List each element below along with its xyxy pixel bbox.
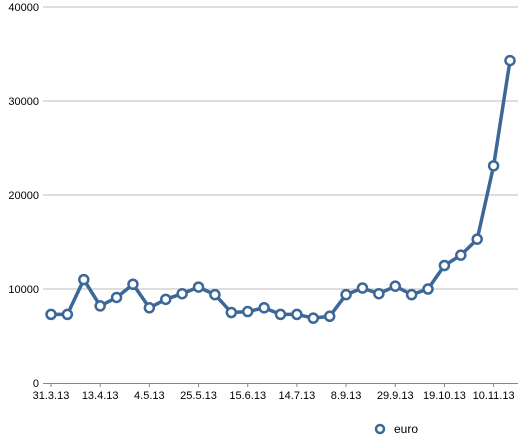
legend-marker-euro [376,425,384,433]
data-point [342,290,351,299]
data-point [96,301,105,310]
x-tick-label: 14.7.13 [279,390,316,402]
data-point [456,251,465,260]
data-point [309,314,318,323]
data-point [440,261,449,270]
data-point [292,310,301,319]
y-tick-label: 40000 [8,2,39,14]
y-axis-tick-labels: 0 10000 20000 30000 40000 [8,2,39,390]
data-point [227,308,236,317]
x-tick-label: 8.9.13 [331,390,362,402]
data-point [424,285,433,294]
data-point [210,290,219,299]
data-point [325,312,334,321]
data-point [374,289,383,298]
data-point [194,283,203,292]
data-point [79,275,88,284]
data-point [391,282,400,291]
x-tick-label: 31.3.13 [33,390,70,402]
data-point [178,289,187,298]
y-tick-label: 0 [33,378,39,390]
data-point [112,293,121,302]
data-point [145,303,154,312]
x-tick-label: 4.5.13 [134,390,165,402]
data-point [276,310,285,319]
y-tick-label: 10000 [8,284,39,296]
data-point [506,56,515,65]
data-point [260,303,269,312]
series-line-euro [51,61,510,319]
data-point [161,295,170,304]
x-tick-label: 25.5.13 [180,390,217,402]
x-tick-label: 10.11.13 [473,390,515,402]
y-tick-label: 20000 [8,190,39,202]
legend: euro [372,422,418,436]
data-point [489,161,498,170]
x-tick-label: 19.10.13 [423,390,466,402]
data-point [128,280,137,289]
data-point [243,307,252,316]
x-tick-label: 29.9.13 [377,390,414,402]
x-tick-label: 15.6.13 [229,390,266,402]
data-point [358,284,367,293]
data-point [47,310,56,319]
legend-label-euro: euro [394,422,418,436]
series-euro [47,56,515,323]
data-point [407,290,416,299]
y-tick-label: 30000 [8,96,39,108]
data-point [63,310,72,319]
x-tick-label: 13.4.13 [82,390,119,402]
data-point [473,235,482,244]
x-axis-tick-labels: 31.3.13 13.4.13 4.5.13 25.5.13 15.6.13 14.7.1… [33,383,515,402]
grid-lines [43,7,518,289]
